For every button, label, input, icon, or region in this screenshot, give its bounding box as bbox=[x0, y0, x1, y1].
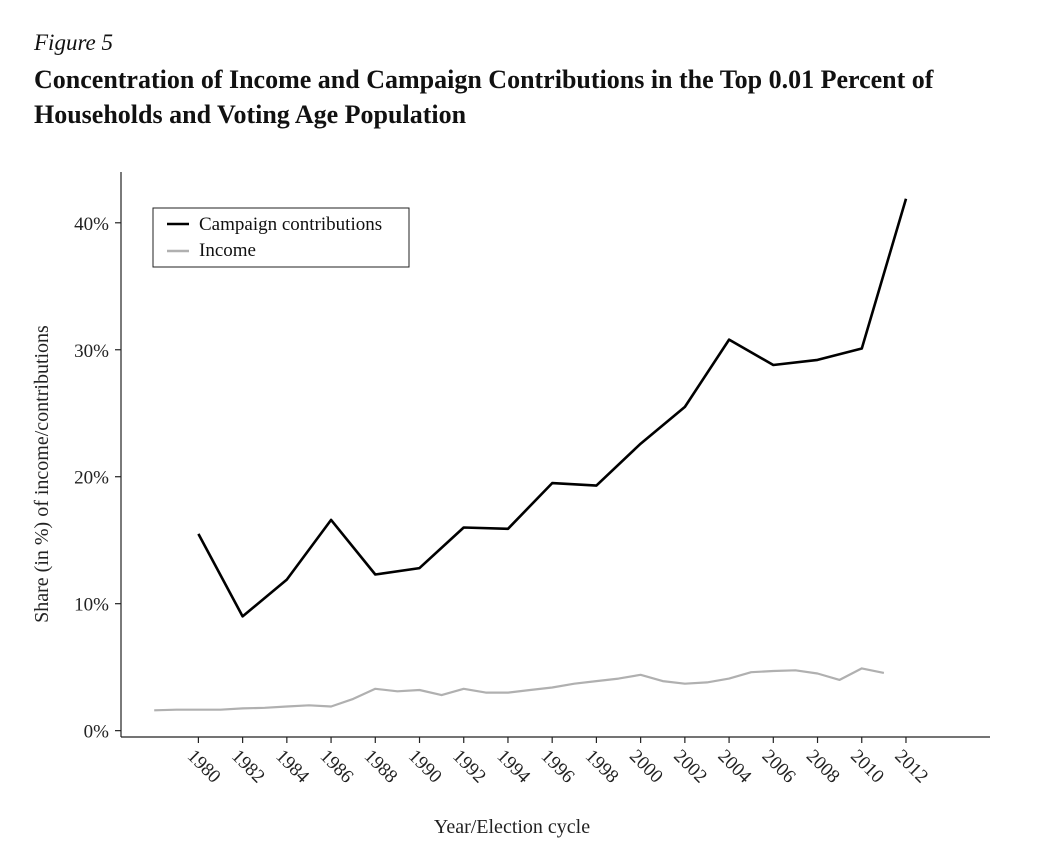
x-tick-label: 2012 bbox=[890, 746, 932, 788]
series-line-income bbox=[154, 667, 885, 712]
x-tick-label: 1994 bbox=[492, 746, 534, 788]
figure-title: Concentration of Income and Campaign Con… bbox=[34, 65, 934, 129]
x-tick-label: 1988 bbox=[360, 746, 402, 788]
x-tick-label: 2008 bbox=[802, 746, 844, 788]
series-lines bbox=[154, 198, 908, 712]
x-tick-label: 1996 bbox=[537, 746, 579, 788]
y-tick-label: 30% bbox=[74, 341, 109, 362]
y-tick-label: 40% bbox=[74, 214, 109, 235]
figure-label: Figure 5 bbox=[34, 30, 113, 55]
x-tick-label: 2010 bbox=[846, 746, 888, 788]
x-tick-label: 1980 bbox=[183, 746, 225, 788]
y-axis-title: Share (in %) of income/contributions bbox=[31, 325, 53, 623]
x-tick-label: 2000 bbox=[625, 746, 667, 788]
y-tick-label: 10% bbox=[74, 595, 109, 616]
x-tick-label: 1986 bbox=[316, 746, 358, 788]
x-tick-label: 1990 bbox=[404, 746, 446, 788]
y-tick-label: 20% bbox=[74, 468, 109, 489]
y-axis-ticks: 0% 10% 20% 30% 40% bbox=[74, 214, 121, 743]
x-axis-ticks: 1980 1982 1984 1986 1988 1990 1992 1994 1996 1998… bbox=[183, 737, 932, 788]
x-tick-label: 1992 bbox=[448, 746, 490, 788]
x-axis-title: Year/Election cycle bbox=[434, 816, 590, 838]
x-tick-label: 2006 bbox=[758, 746, 800, 788]
x-tick-label: 1998 bbox=[581, 746, 623, 788]
axes bbox=[120, 172, 990, 738]
x-tick-label: 1982 bbox=[227, 746, 269, 788]
x-tick-label: 2002 bbox=[669, 746, 711, 788]
series-line-campaign-contributions bbox=[197, 198, 908, 618]
x-tick-label: 1984 bbox=[271, 746, 313, 788]
legend-box bbox=[152, 207, 410, 268]
y-tick-label: 0% bbox=[84, 722, 110, 743]
legend: Campaign contributions Income bbox=[152, 207, 410, 268]
legend-label-campaign: Campaign contributions bbox=[199, 214, 382, 235]
x-tick-label: 2004 bbox=[714, 746, 756, 788]
legend-label-income: Income bbox=[199, 240, 256, 261]
